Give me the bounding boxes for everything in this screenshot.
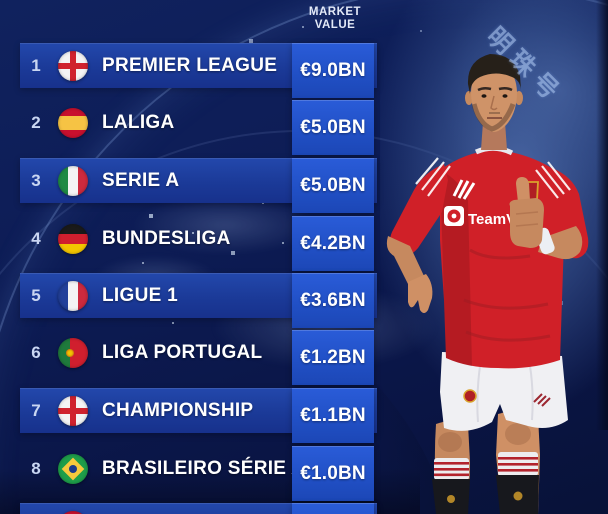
column-header-line1: MARKET <box>308 6 362 18</box>
value-box: €5.0BN <box>292 100 374 155</box>
value-box: €1.0BN <box>292 446 374 501</box>
market-value: €5.0BN <box>300 116 366 138</box>
league-name: CHAMPIONSHIP <box>102 399 254 421</box>
league-name: LIGUE 1 <box>102 284 179 306</box>
sock-stripe <box>498 469 538 472</box>
sock-stripe <box>498 463 538 466</box>
shorts-fold <box>529 365 534 421</box>
shorts-fold <box>476 365 481 423</box>
player-fist <box>509 198 544 248</box>
portugal-flag-icon <box>58 337 88 368</box>
stubble-shading <box>471 103 516 132</box>
table-row: 8 BRASILEIRO SÉRIE A €1.0BN <box>20 446 377 501</box>
sock-stripe <box>498 457 538 460</box>
player-hair <box>467 54 521 94</box>
value-box: €3.6BN <box>292 273 374 328</box>
league-name: BRASILEIRO SÉRIE A <box>102 457 306 479</box>
market-value: €1.0BN <box>300 462 366 484</box>
league-name: LALIGA <box>102 111 175 133</box>
league-name: BUNDESLIGA <box>102 227 231 249</box>
knee-shading <box>438 432 462 452</box>
value-box: €1.2BN <box>292 330 374 385</box>
table-row: 2 LALIGA €5.0BN <box>20 100 377 155</box>
jersey-sponsor-text: TeamVi <box>468 211 520 228</box>
shorts-crest <box>463 389 477 403</box>
rank-number: 5 <box>31 285 41 305</box>
shoulder-stripes <box>535 161 571 199</box>
table-row-partial <box>20 503 377 514</box>
rank-number: 6 <box>31 342 41 362</box>
england-flag-icon <box>58 395 88 426</box>
sock-stripe <box>434 473 469 477</box>
sock-stripe <box>434 468 469 471</box>
market-value: €3.6BN <box>300 289 366 311</box>
league-name: SERIE A <box>102 169 180 191</box>
knee-shading <box>505 423 531 445</box>
player-left-hand <box>408 274 433 313</box>
portugal-emblem <box>66 348 74 357</box>
league-name: LIGA PORTUGAL <box>102 341 263 363</box>
sock-stripe <box>434 462 469 465</box>
market-value: €5.0BN <box>300 174 366 196</box>
player-shorts <box>440 352 568 431</box>
market-value: €9.0BN <box>300 59 366 81</box>
netherlands-flag-icon <box>58 510 88 514</box>
value-box: €5.0BN <box>292 158 374 213</box>
eye <box>481 94 487 98</box>
player-photo: TeamVi <box>380 0 608 514</box>
stars-decoration <box>0 0 2 2</box>
rank-number: 4 <box>31 228 41 248</box>
rank-number: 8 <box>31 458 41 478</box>
table-row: 5 LIGUE 1 €3.6BN <box>20 273 377 328</box>
brazil-flag-icon <box>58 453 88 484</box>
ear <box>515 91 523 105</box>
market-value-column-header: MARKET VALUE <box>280 6 390 32</box>
value-box: €1.1BN <box>292 388 374 443</box>
brazil-globe <box>69 464 77 473</box>
jersey-folds <box>463 248 551 342</box>
league-name: PREMIER LEAGUE <box>102 54 278 76</box>
adidas-logo-icon <box>452 179 476 200</box>
cloud-decoration <box>130 195 320 255</box>
rank-number: 1 <box>31 55 41 75</box>
player-left-forearm <box>386 236 424 284</box>
shoulder-stripes <box>415 157 451 197</box>
knuckle-lines <box>515 211 539 227</box>
germany-flag-icon <box>58 223 88 254</box>
shorts-adidas-logo-icon <box>533 393 551 407</box>
table-row: 4 BUNDESLIGA €4.2BN <box>20 216 377 271</box>
rank-number: 3 <box>31 170 41 190</box>
right-edge-shadow <box>596 0 608 430</box>
rank-number: 2 <box>31 112 41 132</box>
table-row: 7 CHAMPIONSHIP €1.1BN <box>20 388 377 443</box>
nose <box>490 95 498 111</box>
market-value: €4.2BN <box>300 232 366 254</box>
sock-crest <box>447 495 455 503</box>
value-box: €9.0BN <box>292 43 374 98</box>
table-row: 3 SERIE A €5.0BN <box>20 158 377 213</box>
sock-crest <box>513 491 523 501</box>
table-row: 1 PREMIER LEAGUE €9.0BN <box>20 43 377 98</box>
spain-flag-icon <box>58 107 88 138</box>
italy-flag-icon <box>58 165 88 196</box>
eyebrows <box>477 86 513 92</box>
column-header-line2: VALUE <box>314 19 356 31</box>
value-box <box>292 503 374 514</box>
france-flag-icon <box>58 280 88 311</box>
england-flag-icon <box>58 50 88 81</box>
thumb-up <box>516 177 530 202</box>
market-value: €1.2BN <box>300 346 366 368</box>
market-value: €1.1BN <box>300 404 366 426</box>
ear <box>465 91 473 105</box>
rank-number: 7 <box>31 400 41 420</box>
value-box: €4.2BN <box>292 216 374 271</box>
sponsor-logo-dot <box>451 213 457 219</box>
eye <box>502 94 508 98</box>
table-row: 6 LIGA PORTUGAL €1.2BN <box>20 330 377 385</box>
